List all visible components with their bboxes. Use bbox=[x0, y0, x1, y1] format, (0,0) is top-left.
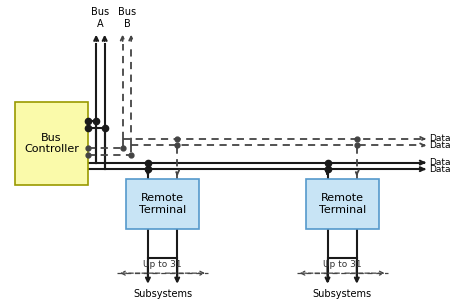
Text: Bus
Controller: Bus Controller bbox=[24, 133, 79, 154]
Text: Data: Data bbox=[429, 141, 451, 150]
Text: Data: Data bbox=[429, 158, 451, 167]
Text: Data: Data bbox=[429, 134, 451, 143]
Text: Subsystems: Subsystems bbox=[312, 290, 372, 300]
Bar bbox=[15, 102, 88, 185]
Text: Remote
Terminal: Remote Terminal bbox=[319, 193, 366, 215]
Text: Up to 31: Up to 31 bbox=[143, 260, 182, 269]
Text: Data: Data bbox=[429, 165, 451, 174]
Text: Bus
B: Bus B bbox=[118, 7, 136, 29]
Bar bbox=[126, 179, 199, 230]
Text: Bus
A: Bus A bbox=[91, 7, 109, 29]
Bar bbox=[306, 179, 379, 230]
Text: Up to 31: Up to 31 bbox=[323, 260, 362, 269]
Text: Subsystems: Subsystems bbox=[133, 290, 192, 300]
Text: Remote
Terminal: Remote Terminal bbox=[139, 193, 186, 215]
